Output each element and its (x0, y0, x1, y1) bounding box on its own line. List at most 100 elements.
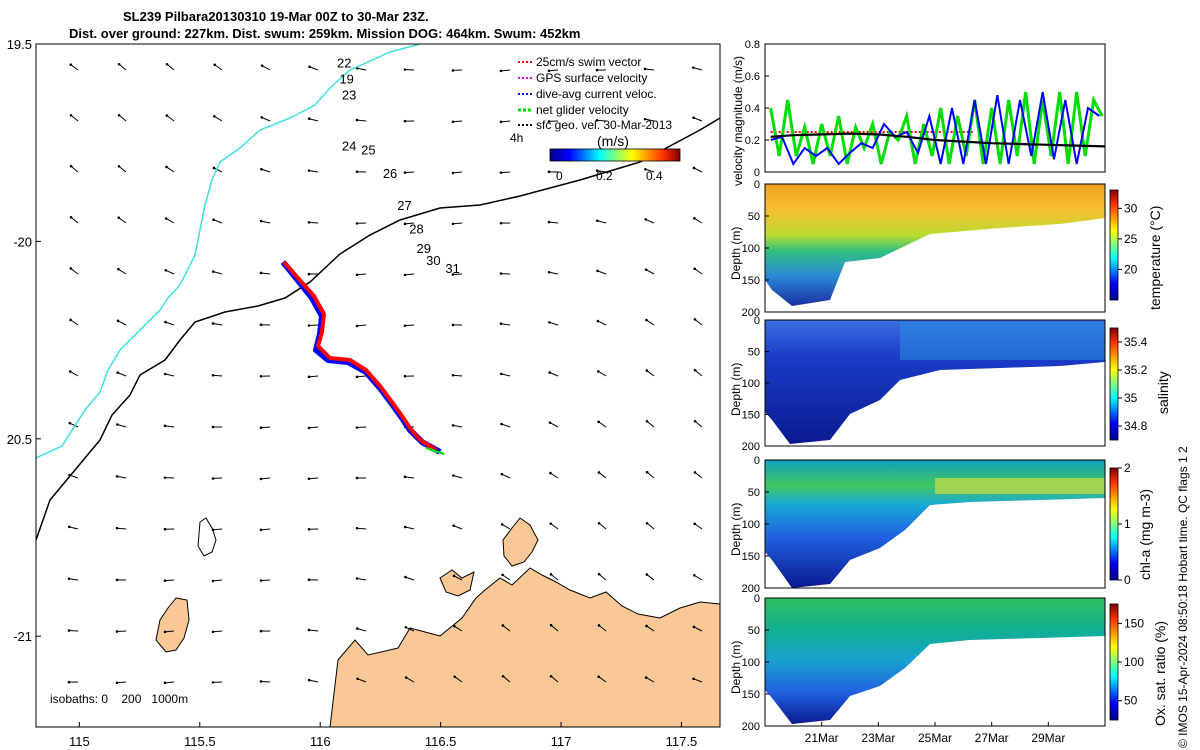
velocity-arrow-head (451, 120, 455, 124)
velocity-arrow-head (596, 269, 599, 273)
colorbar-unit-label: (m/s) (597, 133, 629, 149)
oxygen-panel: Depth (m) 0 50 100 150 200 21Mar 23Mar 25Mar 27… (729, 593, 1168, 745)
velocity-arrow-head (67, 629, 71, 632)
velocity-arrow-head (501, 624, 505, 627)
velocity-arrow (261, 220, 271, 224)
velocity-arrow-head (69, 164, 73, 168)
net-glider-velocity-end (425, 446, 445, 456)
depth-tick-label: 100 (742, 519, 760, 531)
velocity-arrow-head (693, 522, 696, 526)
salinity-y-ticks: 0 50 100 150 200 (742, 315, 769, 453)
chla-y-ticks: 0 50 100 150 200 (742, 455, 769, 595)
velocity-arrow-head (116, 371, 119, 374)
velocity-arrow-head (499, 372, 503, 376)
velocity-arrow-head (693, 573, 696, 577)
velocity-arrow-head (307, 528, 311, 531)
velocity-arrow (404, 324, 415, 327)
map-ytick-label: 20.5 (7, 432, 32, 447)
velocity-arrow-head (499, 69, 503, 73)
legend-label-gps-velocity: GPS surface velocity (536, 71, 647, 85)
velocity-arrow-head (69, 63, 73, 66)
velocity-arrow (645, 218, 655, 224)
velocity-arrow-head (693, 419, 697, 423)
velocity-arrow-head (597, 471, 601, 474)
depth-tick-label: 100 (742, 378, 760, 390)
barrow-island (155, 597, 190, 653)
velocity-arrow (646, 370, 655, 377)
velocity-arrow-head (404, 625, 408, 629)
temperature-y-ticks: 0 50 100 150 200 (742, 179, 769, 319)
velocity-arrow-head (597, 624, 601, 627)
velocity-arrow (70, 216, 79, 224)
velocity-arrow-head (165, 62, 169, 66)
velocity-arrow-head (500, 422, 503, 426)
velocity-arrow-head (307, 426, 311, 430)
velocity-arrow (117, 475, 127, 479)
velocity-arrow (693, 117, 703, 122)
velocity-arrow (694, 523, 703, 530)
velocity-arrow-head (451, 69, 455, 72)
velocity-arrow (357, 577, 367, 581)
map-xtick-label: 116 (310, 734, 331, 749)
velocity-arrow-head (595, 219, 599, 223)
velocity-arrow-head (597, 521, 601, 525)
velocity-arrow (598, 472, 607, 479)
salinity-colorbar-ticks: 35.4 35.2 35 34.8 (1118, 335, 1148, 433)
velocity-arrow (548, 69, 559, 72)
velocity-arrow-head (67, 525, 71, 529)
colorbar-tick-label: 1 (1124, 517, 1131, 531)
velocity-arrow-head (692, 677, 695, 681)
velocity-arrow (164, 579, 175, 582)
legend-label-dive-current: dive-avg current veloc. (536, 87, 657, 101)
velocity-arrow (597, 320, 607, 326)
legend-4h-label: 4h (510, 131, 523, 145)
velocity-arrow (70, 114, 79, 122)
velocity-arrow-head (693, 267, 696, 271)
velocity-arrow-head (644, 167, 647, 171)
velocity-arrow-head (69, 114, 73, 117)
day-label-19: 19 (339, 71, 353, 86)
velocity-arrow (165, 269, 175, 275)
velocity-arrow (117, 320, 127, 326)
velocity-arrow (165, 218, 175, 224)
velocity-arrow (694, 268, 703, 275)
title-line-2: Dist. over ground: 227km. Dist. swum: 25… (69, 26, 581, 41)
velocity-arrow (212, 579, 223, 582)
velocity-arrow (356, 426, 367, 429)
depth-tick-label: 0 (754, 593, 760, 605)
dampier-islands (439, 569, 475, 597)
velocity-arrow-head (549, 623, 553, 627)
velocity-arrow-head (451, 171, 455, 175)
velocity-arrow (164, 630, 175, 633)
velocity-arrow-head (693, 471, 697, 474)
velocity-arrow-head (165, 165, 168, 169)
velocity-arrow-head (260, 167, 263, 171)
velocity-arrow (646, 319, 655, 326)
colorbar-tick-label: 34.8 (1124, 419, 1148, 433)
swim-vector-track (282, 260, 438, 452)
velocity-arrow-head (403, 324, 407, 327)
velocity-arrow-head (163, 372, 167, 376)
colorbar-tick-label: 35.4 (1124, 335, 1148, 349)
velocity-arrow-head (307, 628, 311, 632)
velocity-arrow-head (211, 322, 215, 325)
date-tick-label: 27Mar (975, 731, 1009, 745)
temperature-field (765, 184, 1105, 306)
velocity-y-ticks: 0 0.2 0.4 0.6 0.8 (745, 39, 769, 179)
velocity-arrow (452, 374, 463, 377)
velocity-arrow-head (259, 528, 263, 532)
velocity-arrow (69, 578, 79, 581)
colorbar-tick-label: 30 (1124, 201, 1138, 215)
velocity-arrow (598, 522, 607, 530)
velocity-arrow-head (403, 119, 407, 123)
velocity-arrow (308, 221, 319, 224)
velocity-arrow-head (164, 217, 168, 220)
velocity-arrow-head (597, 675, 601, 679)
velocity-arrow (213, 167, 223, 173)
velocity-arrow (596, 119, 607, 122)
velocity-arrow (309, 118, 319, 122)
velocity-arrow (598, 421, 607, 428)
velocity-arrow (549, 372, 559, 377)
day-label-25: 25 (361, 143, 375, 158)
velocity-arrow (548, 221, 559, 224)
